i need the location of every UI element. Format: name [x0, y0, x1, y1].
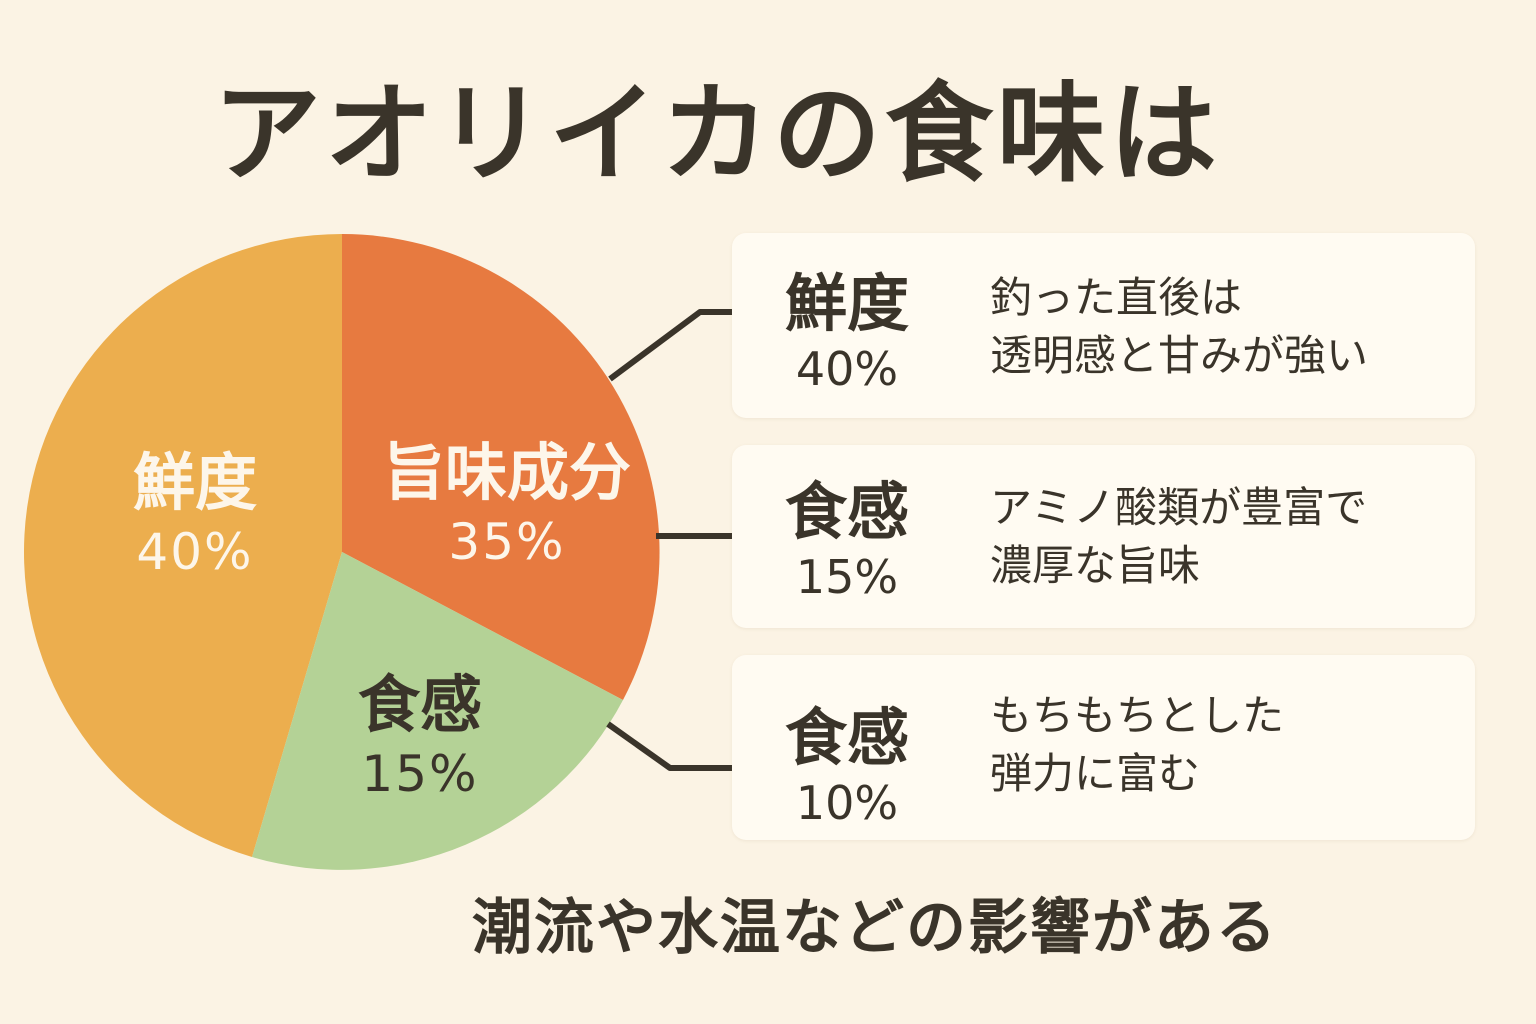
- connector-lines: [606, 309, 732, 771]
- pie-label-umami: 旨味成分 35%: [372, 436, 642, 574]
- card-2-line-2: 濃厚な旨味: [990, 541, 1201, 590]
- card-2-heading: 食感 15%: [772, 475, 922, 605]
- connector-line-1: [608, 309, 732, 382]
- card-3-description: もちもちとした 弾力に富む: [990, 687, 1284, 803]
- card-3-name: 食感: [784, 701, 909, 774]
- card-3-line-1: もちもちとした: [990, 691, 1285, 740]
- connector-line-3: [606, 721, 732, 771]
- pie-slice-umami: [342, 234, 660, 700]
- pie-label-freshness-name: 鮮度: [132, 446, 257, 519]
- annotation-card-2: 食感 15% アミノ酸類が豊富で 濃厚な旨味: [732, 445, 1475, 628]
- card-1-line-1: 釣った直後は: [990, 273, 1243, 322]
- card-3-line-2: 弾力に富む: [990, 749, 1201, 798]
- footnote: 潮流や水温などの影響がある: [472, 893, 1278, 963]
- pie-slice-texture: [252, 552, 623, 870]
- pie-label-texture-pct: 15%: [361, 745, 479, 803]
- card-3-heading: 食感 10%: [772, 701, 922, 831]
- pie-label-texture: 食感 15%: [320, 668, 520, 806]
- card-3-pct: 10%: [795, 776, 899, 830]
- pie-label-freshness-pct: 40%: [136, 523, 254, 581]
- card-2-name: 食感: [784, 475, 909, 548]
- card-2-pct: 15%: [795, 550, 899, 604]
- card-1-line-2: 透明感と甘みが強い: [990, 331, 1369, 380]
- card-2-description: アミノ酸類が豊富で 濃厚な旨味: [990, 479, 1367, 595]
- card-1-heading: 鮮度 40%: [772, 267, 922, 397]
- pie-label-freshness: 鮮度 40%: [95, 446, 295, 584]
- pie-slice-freshness: [23, 234, 343, 857]
- card-1-pct: 40%: [795, 342, 899, 396]
- pie-label-texture-name: 食感: [357, 668, 482, 741]
- card-1-name: 鮮度: [784, 267, 909, 340]
- pie-label-umami-pct: 35%: [448, 513, 566, 571]
- card-2-line-1: アミノ酸類が豊富で: [990, 483, 1368, 532]
- annotation-card-3: 食感 10% もちもちとした 弾力に富む: [732, 655, 1475, 840]
- chart-title: アオリイカの食味は: [213, 72, 1222, 197]
- pie-label-umami-name: 旨味成分: [382, 436, 631, 509]
- annotation-card-1: 鮮度 40% 釣った直後は 透明感と甘みが強い: [732, 233, 1475, 418]
- card-1-description: 釣った直後は 透明感と甘みが強い: [990, 269, 1368, 385]
